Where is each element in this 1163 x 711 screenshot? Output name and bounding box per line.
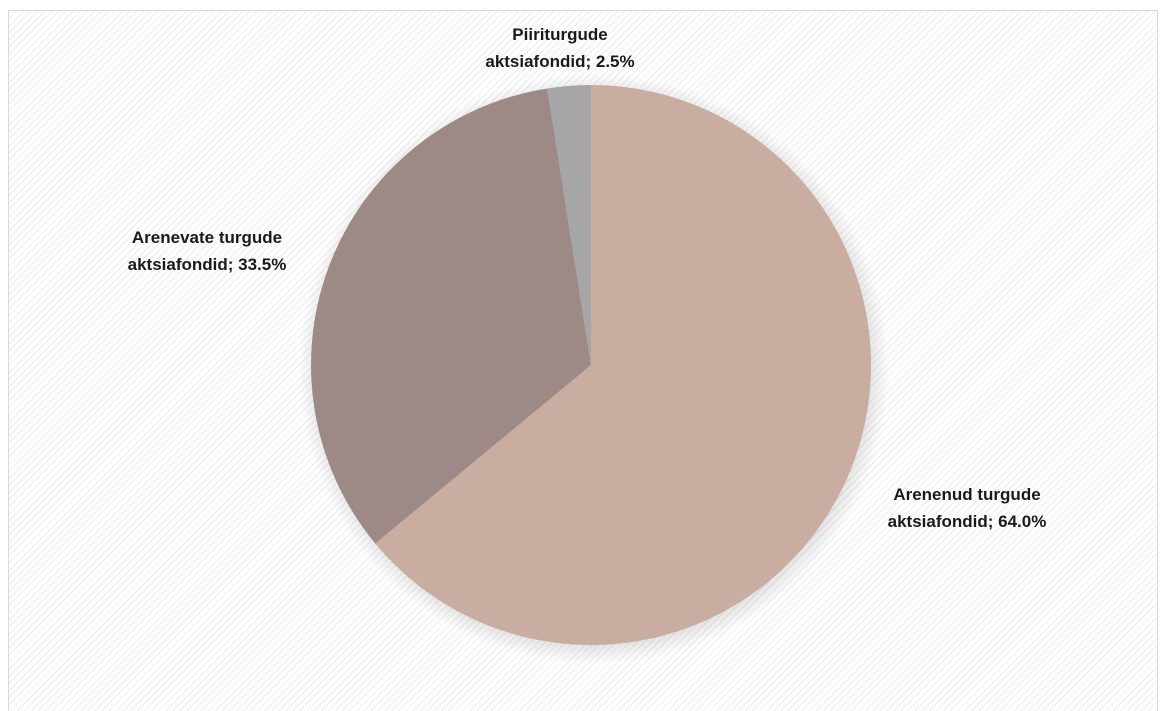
slice-labels: Arenenud turgude aktsiafondid; 64.0%Arene… <box>128 25 1047 531</box>
pie-slice <box>311 88 591 544</box>
pie-slice <box>375 85 872 646</box>
slice-label-line: aktsiafondid; 2.5% <box>485 52 634 71</box>
slice-label-line: Arenenud turgude <box>893 485 1040 504</box>
pie-slice <box>547 85 591 365</box>
slice-label: Piiriturgude aktsiafondid; 2.5% <box>485 25 634 71</box>
pie-slices <box>311 85 872 646</box>
slice-label: Arenevate turgude aktsiafondid; 33.5% <box>128 228 287 274</box>
slice-label-line: Arenevate turgude <box>132 228 282 247</box>
slice-label-line: aktsiafondid; 64.0% <box>888 512 1047 531</box>
slice-label-line: aktsiafondid; 33.5% <box>128 255 287 274</box>
slice-label-line: Piiriturgude <box>512 25 607 44</box>
slice-label: Arenenud turgude aktsiafondid; 64.0% <box>888 485 1047 531</box>
